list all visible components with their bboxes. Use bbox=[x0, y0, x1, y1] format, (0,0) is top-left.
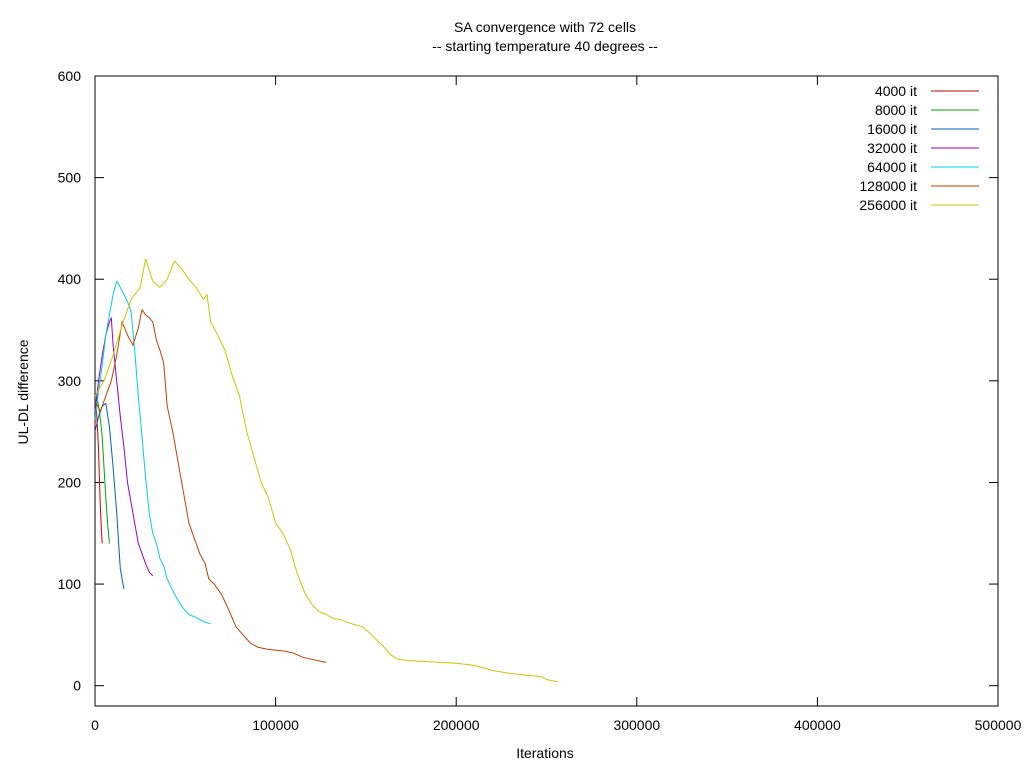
x-axis-label: Iterations bbox=[516, 745, 574, 761]
x-tick-label: 100000 bbox=[252, 717, 299, 733]
legend-label: 4000 it bbox=[875, 83, 917, 99]
x-tick-label: 400000 bbox=[794, 717, 841, 733]
x-tick-label: 300000 bbox=[613, 717, 660, 733]
legend-label: 64000 it bbox=[867, 159, 917, 175]
legend-label: 8000 it bbox=[875, 102, 917, 118]
series-line-64000-it bbox=[94, 280, 211, 625]
series-layer bbox=[94, 258, 558, 683]
plot-border bbox=[94, 75, 999, 707]
x-tick-label: 200000 bbox=[433, 717, 480, 733]
y-tick-label: 400 bbox=[58, 271, 82, 287]
series-line-16000-it bbox=[94, 402, 125, 590]
y-tick-label: 0 bbox=[73, 678, 81, 694]
x-tick-label: 0 bbox=[91, 717, 99, 733]
series-line-128000-it bbox=[94, 309, 327, 663]
x-tick-label: 500000 bbox=[975, 717, 1022, 733]
legend: 4000 it 8000 it 16000 it 32000 it 64000 it 12… bbox=[859, 83, 979, 213]
axes-layer: 0 100 200 300 400 500 600 0 100000 200000 300000 40… bbox=[58, 68, 1022, 733]
chart-subtitle: -- starting temperature 40 degrees -- bbox=[432, 38, 658, 54]
legend-label: 128000 it bbox=[859, 178, 917, 194]
chart-title: SA convergence with 72 cells bbox=[454, 19, 636, 35]
legend-label: 16000 it bbox=[867, 121, 917, 137]
legend-label: 256000 it bbox=[859, 197, 917, 213]
y-tick-label: 600 bbox=[58, 68, 82, 84]
y-axis-label: UL-DL difference bbox=[15, 339, 31, 444]
y-tick-label: 500 bbox=[58, 170, 82, 186]
y-tick-label: 300 bbox=[58, 373, 82, 389]
y-tick-label: 200 bbox=[58, 474, 82, 490]
y-tick-label: 100 bbox=[58, 576, 82, 592]
legend-label: 32000 it bbox=[867, 140, 917, 156]
series-line-256000-it bbox=[94, 258, 558, 683]
